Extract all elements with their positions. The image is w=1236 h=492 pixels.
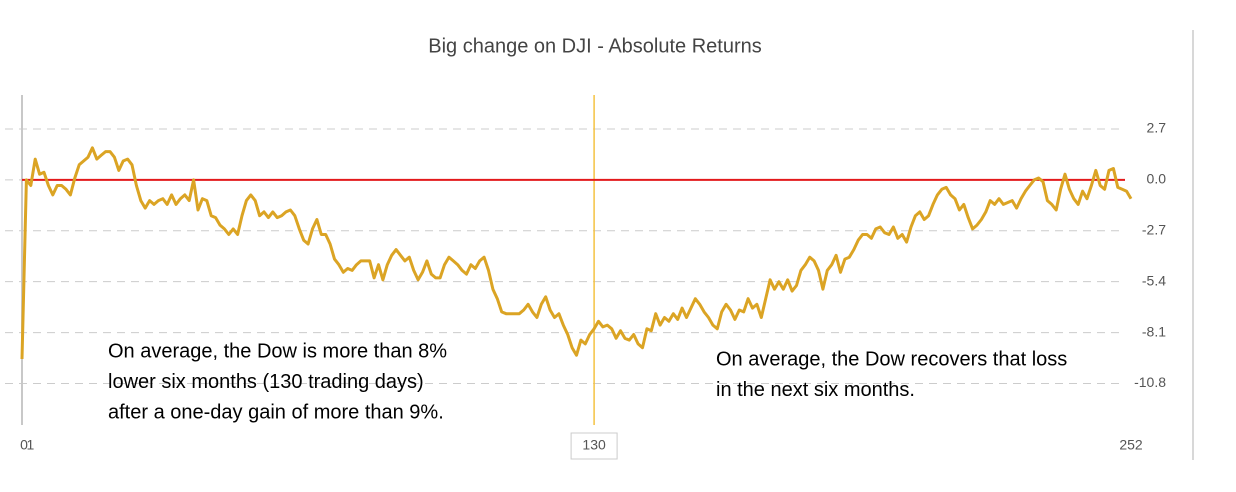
y-tick-label: 2.7	[1147, 120, 1167, 136]
x-tick-label: 130	[582, 437, 606, 453]
x-tick-box	[570, 432, 618, 460]
annotation-text: On average, the Dow recovers that loss	[716, 348, 1067, 370]
y-tick-label: -2.7	[1142, 221, 1166, 237]
annotation-text: after a one-day gain of more than 9%.	[108, 401, 444, 423]
x-tick-label: 1	[27, 437, 35, 453]
x-tick-label: 0	[20, 437, 28, 453]
y-tick-label: 0.0	[1147, 171, 1167, 187]
y-tick-label: -8.1	[1142, 323, 1166, 339]
data-line	[20, 146, 1133, 360]
y-tick-label: -10.8	[1134, 374, 1166, 390]
y-tick-label: -5.4	[1142, 272, 1166, 288]
annotation-text: On average, the Dow is more than 8%	[108, 340, 447, 362]
x-tick-label: 252	[1119, 437, 1143, 453]
chart-title: Big change on DJI - Absolute Returns	[428, 35, 762, 57]
annotation-text: in the next six months.	[716, 379, 915, 401]
annotation-text: lower six months (130 trading days)	[108, 371, 424, 393]
